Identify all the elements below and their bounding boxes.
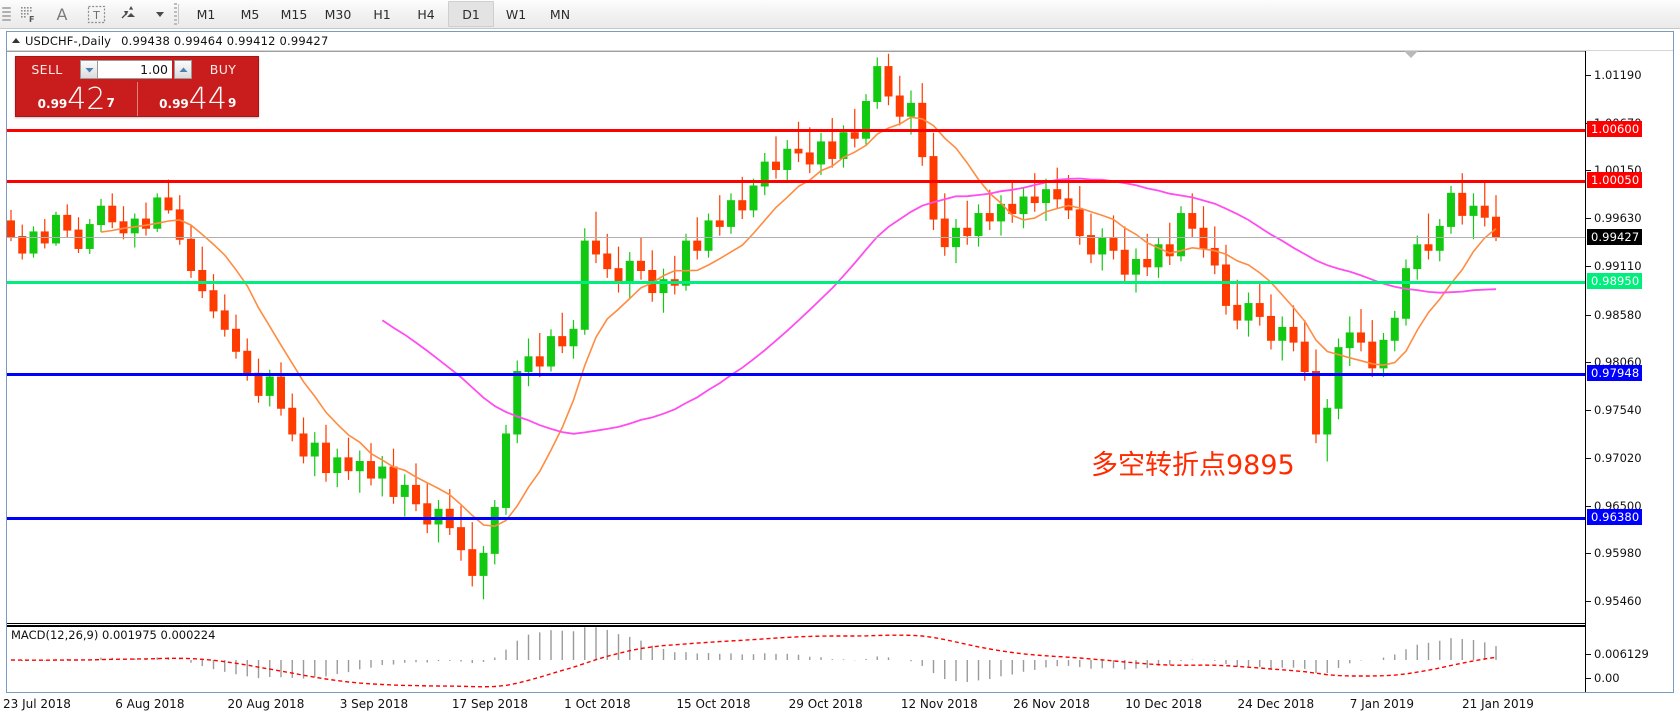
date-tick: 6 Aug 2018 bbox=[115, 697, 185, 711]
sell-price-pipette: 7 bbox=[106, 96, 115, 110]
timeframe-d1[interactable]: D1 bbox=[448, 1, 494, 27]
sell-price-main: 42 bbox=[67, 82, 106, 117]
price-level-line[interactable] bbox=[7, 516, 1586, 522]
chevron-down-icon[interactable] bbox=[1404, 51, 1418, 58]
trade-panel-quotes: 0.99 42 7 0.99 44 9 bbox=[16, 82, 258, 116]
price-level-line[interactable] bbox=[7, 179, 1586, 185]
volume-increase-button[interactable] bbox=[174, 60, 192, 79]
date-tick: 29 Oct 2018 bbox=[788, 697, 863, 711]
date-tick: 20 Aug 2018 bbox=[227, 697, 305, 711]
date-tick: 1 Oct 2018 bbox=[564, 697, 631, 711]
chart-window: USDCHF-,Daily 0.99438 0.99464 0.99412 0.… bbox=[6, 31, 1674, 711]
price-level-line[interactable] bbox=[7, 372, 1586, 378]
sell-price-prefix: 0.99 bbox=[37, 97, 68, 111]
buy-button[interactable]: BUY bbox=[209, 62, 237, 77]
date-tick: 26 Nov 2018 bbox=[1013, 697, 1090, 711]
timeframe-m30[interactable]: M30 bbox=[324, 6, 352, 22]
price-level-label[interactable]: 0.97948 bbox=[1587, 364, 1643, 381]
timeframe-m5[interactable]: M5 bbox=[240, 6, 260, 22]
price-plot-area[interactable]: 多空转折点9895 bbox=[7, 51, 1586, 625]
date-tick: 12 Nov 2018 bbox=[900, 697, 978, 711]
chart-ohlc-label: 0.99438 0.99464 0.99412 0.99427 bbox=[121, 33, 329, 48]
price-tick: 0.99110 bbox=[1586, 259, 1642, 273]
price-level-label[interactable]: 0.99427 bbox=[1587, 228, 1643, 245]
price-level-label[interactable]: 1.00600 bbox=[1587, 121, 1643, 138]
trade-panel-top-row: SELL 1.00 BUY bbox=[16, 57, 258, 82]
timeframe-h1[interactable]: H1 bbox=[373, 6, 391, 22]
price-level-line[interactable] bbox=[7, 129, 1586, 135]
toolbar-drag-grip[interactable] bbox=[2, 2, 11, 26]
price-candles-svg bbox=[7, 53, 1500, 600]
macd-pane[interactable]: MACD(12,26,9) 0.001975 0.000224 bbox=[7, 626, 1586, 693]
timeframe-h4[interactable]: H4 bbox=[417, 6, 435, 22]
text-label-icon[interactable]: A bbox=[56, 4, 68, 24]
objects-dropdown-icon[interactable] bbox=[147, 1, 173, 27]
price-tick: 0.95460 bbox=[1586, 594, 1642, 608]
macd-label: MACD(12,26,9) 0.001975 0.000224 bbox=[11, 628, 216, 642]
macd-tick: 0.006129 bbox=[1586, 647, 1649, 661]
price-tick: 0.97020 bbox=[1586, 451, 1642, 465]
date-tick: 21 Jan 2019 bbox=[1462, 697, 1534, 711]
main-toolbar: F A T M1 M5 M15 M30 H1 H4 D1 W1 MN bbox=[0, 0, 1680, 29]
objects-icon[interactable] bbox=[113, 1, 147, 27]
price-scale[interactable]: 1.011901.006701.001500.996300.991100.985… bbox=[1585, 51, 1673, 711]
price-level-label[interactable]: 0.96380 bbox=[1587, 508, 1643, 525]
date-tick: 10 Dec 2018 bbox=[1125, 697, 1202, 711]
date-tick: 7 Jan 2019 bbox=[1349, 697, 1415, 711]
date-tick: 15 Oct 2018 bbox=[676, 697, 751, 711]
buy-price-prefix: 0.99 bbox=[159, 97, 189, 111]
one-click-trade-panel: SELL 1.00 BUY 0.99 42 7 0.99 44 9 bbox=[15, 56, 259, 117]
toolbar-separator bbox=[174, 3, 179, 25]
pane-separator bbox=[7, 623, 1586, 626]
timeframe-m15[interactable]: M15 bbox=[280, 6, 308, 22]
macd-tick: 0.00 bbox=[1586, 671, 1620, 685]
chart-collapse-triangle-icon[interactable] bbox=[12, 38, 20, 43]
svg-text:T: T bbox=[92, 9, 100, 22]
price-tick: 0.99630 bbox=[1586, 211, 1642, 225]
macd-svg bbox=[10, 627, 1497, 688]
price-level-line[interactable] bbox=[7, 280, 1586, 286]
price-tick: 0.95980 bbox=[1586, 546, 1642, 560]
date-scale[interactable]: 23 Jul 2018 6 Aug 2018 20 Aug 2018 3 Sep 20… bbox=[3, 693, 1674, 727]
price-tick: 1.01190 bbox=[1586, 68, 1642, 82]
svg-text:F: F bbox=[29, 15, 34, 24]
buy-price-main: 44 bbox=[188, 82, 227, 117]
price-level-label[interactable]: 0.98950 bbox=[1587, 272, 1643, 289]
price-tick: 0.97540 bbox=[1586, 403, 1642, 417]
volume-decrease-button[interactable] bbox=[80, 60, 98, 79]
sell-button[interactable]: SELL bbox=[31, 62, 63, 77]
buy-price-quote[interactable]: 0.99 44 9 bbox=[138, 82, 259, 116]
price-level-label[interactable]: 1.00050 bbox=[1587, 171, 1643, 188]
date-tick: 17 Sep 2018 bbox=[451, 697, 528, 711]
chart-header: USDCHF-,Daily 0.99438 0.99464 0.99412 0.… bbox=[7, 32, 1673, 49]
date-tick: 3 Sep 2018 bbox=[339, 697, 409, 711]
price-tick: 0.98580 bbox=[1586, 308, 1642, 322]
chart-header-rule bbox=[7, 50, 1673, 52]
volume-input[interactable]: 1.00 bbox=[98, 60, 172, 79]
chart-symbol-label: USDCHF-,Daily bbox=[25, 33, 112, 48]
price-level-line[interactable] bbox=[7, 236, 1586, 238]
buy-price-pipette: 9 bbox=[227, 96, 237, 110]
timeframe-m1[interactable]: M1 bbox=[196, 6, 216, 22]
text-box-icon[interactable]: T bbox=[79, 1, 113, 27]
timeframe-w1[interactable]: W1 bbox=[505, 6, 527, 22]
timeframe-mn[interactable]: MN bbox=[549, 6, 571, 22]
date-tick: 23 Jul 2018 bbox=[3, 697, 71, 711]
sell-price-quote[interactable]: 0.99 42 7 bbox=[16, 82, 138, 116]
date-tick: 24 Dec 2018 bbox=[1237, 697, 1315, 711]
crosshair-f-icon[interactable]: F bbox=[11, 1, 45, 27]
chart-annotation-text: 多空转折点9895 bbox=[1091, 449, 1295, 481]
